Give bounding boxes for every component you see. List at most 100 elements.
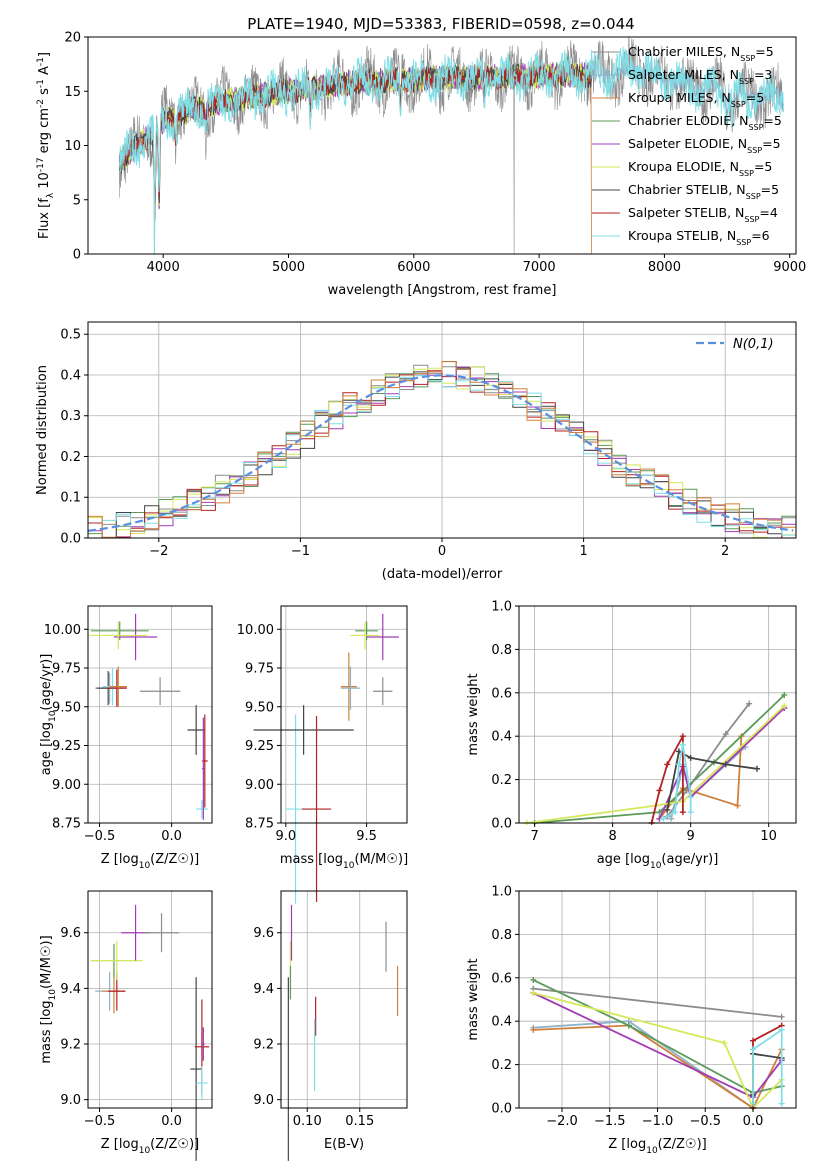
y-tick-label: 15: [64, 85, 81, 100]
y-tick-label: 10.00: [44, 623, 81, 638]
x-tick-label: 0.0: [743, 1114, 764, 1129]
chart-age_vs_Z: −0.5 0.0 8.75 9.00 9.25 9.50 9.75 10.00 Z [log10…: [39, 605, 213, 871]
y-tick-label: 0.6: [491, 686, 512, 701]
axes-frame: [518, 605, 797, 824]
legend: Chabrier MILES, NSSP=5 Salpeter MILES, NS…: [592, 44, 782, 247]
y-tick-label: 9.25: [52, 739, 81, 754]
axes-frame: [87, 605, 213, 824]
data-point: [366, 613, 399, 661]
y-tick-label: 10: [64, 139, 81, 154]
legend-label: Salpeter STELIB, NSSP=4: [628, 205, 778, 224]
x-tick-label: 9000: [773, 260, 806, 275]
legend-label: Chabrier STELIB, NSSP=5: [628, 182, 779, 201]
legend-label: Kroupa STELIB, NSSP=6: [628, 228, 770, 247]
y-tick-label: 0.4: [491, 730, 512, 745]
x-tick-label: 9: [687, 829, 695, 844]
data-point: [113, 613, 158, 661]
chart-spectrum: 4000 5000 6000 7000 8000 9000 0 5 10 15 20 waveleng…: [36, 31, 806, 299]
y-axis-label: mass weight: [466, 958, 481, 1040]
y-tick-label: 1.0: [491, 600, 512, 615]
data-point: [201, 717, 205, 820]
x-tick-label: 1: [579, 544, 587, 559]
weight-marker: [753, 765, 760, 772]
x-tick-label: 0.15: [345, 1114, 374, 1129]
data-point: [196, 799, 208, 819]
data-point: [340, 652, 357, 721]
y-tick-label: 9.25: [245, 739, 274, 754]
x-tick-label: 8: [608, 829, 616, 844]
weight-line-5: [533, 992, 783, 1110]
figure-title: PLATE=1940, MJD=53383, FIBERID=0598, z=0…: [247, 15, 634, 33]
weight-marker: [721, 1039, 728, 1046]
weight-marker: [679, 809, 686, 816]
model-spectrum-8: [118, 46, 784, 254]
x-tick-label: −0.5: [689, 1114, 721, 1129]
y-axis-label: Flux [fλ 10-17 erg cm-2 s-1 A-1]: [36, 52, 56, 239]
data-point: [106, 669, 127, 707]
y-axis-label: mass weight: [466, 673, 481, 755]
y-axis-label: mass [log10(M/M☉)]: [39, 935, 58, 1063]
plot-area: [523, 691, 788, 825]
y-tick-label: 0.0: [491, 1102, 512, 1117]
plot-area: [253, 613, 399, 904]
weight-marker: [687, 754, 694, 761]
weight-line-0: [533, 987, 782, 1018]
y-tick-label: 1.0: [491, 885, 512, 900]
x-tick-label: −1: [291, 544, 310, 559]
chart-mass_vs_ebv: 0.10 0.15 9.0 9.2 9.4 9.6 E(B-V): [253, 890, 408, 1161]
weight-line-3: [532, 979, 782, 1094]
y-tick-label: 9.75: [52, 662, 81, 677]
weight-marker: [625, 1022, 632, 1029]
weight-marker: [672, 809, 679, 816]
x-tick-label: −1.5: [594, 1114, 626, 1129]
y-tick-label: 9.4: [253, 982, 274, 997]
weight-marker: [746, 700, 753, 707]
chart-weight_vs_Z: −2.0 −1.5 −1.0 −0.5 0.0 0.0 0.2 0.4 0.6 0.8 1.0 Z […: [466, 885, 797, 1156]
x-tick-label: 6000: [397, 260, 430, 275]
data-point: [90, 941, 143, 981]
data-point: [340, 666, 361, 710]
data-point: [109, 666, 127, 707]
data-point: [201, 1027, 205, 1061]
data-point: [144, 913, 179, 953]
weight-marker: [778, 1013, 785, 1020]
legend-label: Chabrier MILES, NSSP=5: [628, 44, 774, 63]
x-axis-label: E(B-V): [324, 1137, 364, 1152]
weight-marker: [660, 815, 667, 822]
weight-marker: [778, 1100, 785, 1107]
y-tick-label: 9.6: [253, 926, 274, 941]
data-point: [373, 677, 393, 706]
plot-area: [88, 361, 796, 538]
y-tick-label: 8.75: [245, 817, 274, 832]
x-tick-label: 0.10: [293, 1114, 322, 1129]
y-tick-label: 9.00: [52, 778, 81, 793]
x-axis-label: Z [log10(Z/Z☉)]: [101, 852, 199, 871]
weight-marker: [781, 691, 788, 698]
x-tick-label: 0: [438, 544, 446, 559]
y-tick-label: 8.75: [52, 817, 81, 832]
x-axis-label: Z [log10(Z/Z☉)]: [608, 1137, 706, 1156]
x-tick-label: −0.5: [84, 1114, 116, 1129]
y-tick-label: 9.0: [60, 1093, 81, 1108]
axes-frame: [87, 890, 213, 1109]
x-tick-label: 5000: [272, 260, 305, 275]
plot-area: [287, 904, 399, 1161]
y-tick-label: 0.5: [60, 328, 81, 343]
x-tick-label: 7: [530, 829, 538, 844]
weight-marker: [668, 815, 675, 822]
weight-marker: [778, 1026, 785, 1033]
weight-marker: [656, 809, 663, 816]
x-tick-label: 9.0: [276, 829, 297, 844]
axes-frame: [280, 605, 408, 824]
legend: N(0,1): [696, 337, 774, 352]
plot-area: [530, 976, 785, 1110]
weight-marker: [679, 733, 686, 740]
weight-marker: [781, 702, 788, 709]
chart-residuals: −2 −1 0 1 2 0.0 0.1 0.2 0.3 0.4 0.5 N(0,1) (data-mod…: [35, 321, 797, 582]
weight-marker: [722, 731, 729, 738]
data-point: [139, 677, 181, 706]
normal-curve: [88, 374, 794, 532]
y-tick-label: 0: [73, 248, 81, 263]
y-tick-label: 0.2: [60, 450, 81, 465]
y-tick-label: 9.2: [253, 1038, 274, 1053]
